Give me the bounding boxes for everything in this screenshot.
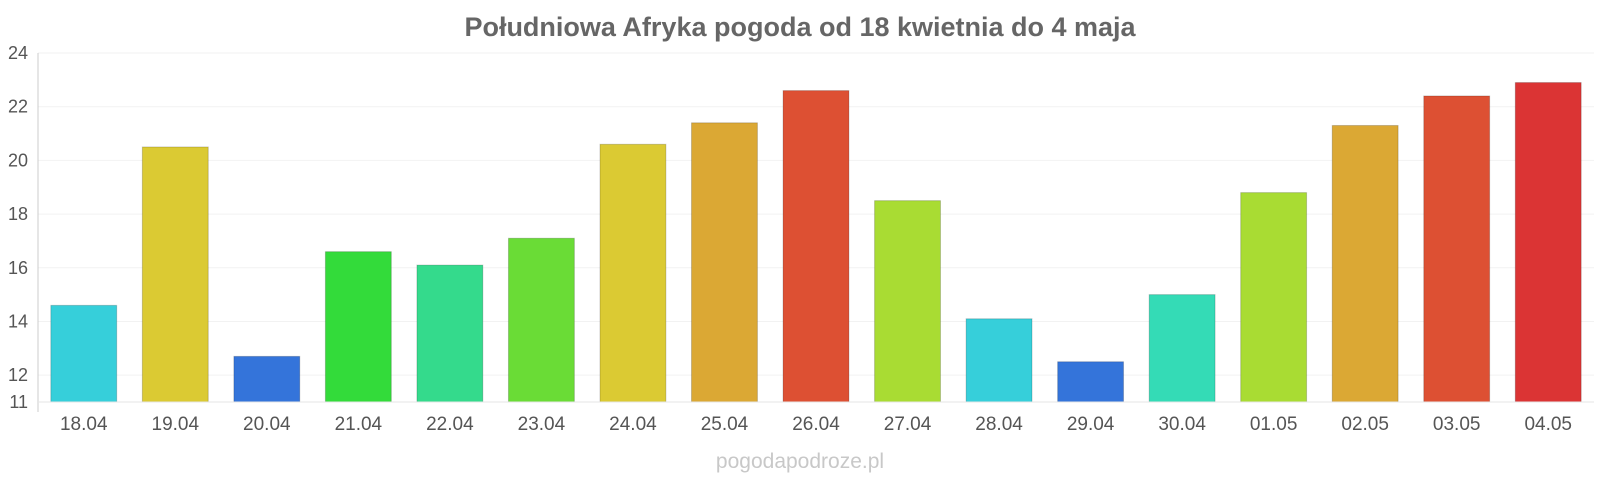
x-tick-label: 28.04 [975, 414, 1023, 435]
x-tick-label: 25.04 [701, 414, 749, 435]
bar-25.04 [691, 122, 758, 403]
bar-18.04 [50, 304, 118, 403]
chart-title: Południowa Afryka pogoda od 18 kwietnia … [464, 12, 1136, 42]
y-tick-label: 14 [8, 311, 28, 331]
bar-19.04 [141, 146, 209, 403]
watermark: pogodapodroze.pl [716, 450, 884, 473]
y-tick-label: 24 [8, 43, 28, 63]
x-tick-label: 01.05 [1250, 414, 1298, 435]
bar-23.04 [507, 237, 575, 403]
y-axis: 11 12 14 16 18 20 22 24 [8, 43, 39, 412]
bar-30.04 [1148, 294, 1216, 403]
y-tick-label: 16 [8, 258, 28, 278]
x-tick-label: 22.04 [426, 414, 474, 435]
x-axis: 18.04 19.04 20.04 21.04 22.04 23.04 24.04 25.04… [38, 401, 1594, 435]
bar-26.04 [782, 90, 850, 403]
x-tick-label: 04.05 [1524, 414, 1572, 435]
bar-03.05 [1423, 95, 1491, 403]
bars [50, 82, 1582, 403]
x-tick-label: 03.05 [1433, 414, 1481, 435]
bar-22.04 [416, 264, 484, 403]
bar-04.05 [1514, 82, 1582, 403]
x-tick-label: 30.04 [1158, 414, 1206, 435]
bar-02.05 [1331, 124, 1399, 403]
y-tick-label: 11 [9, 392, 28, 412]
y-tick-label: 22 [8, 97, 28, 117]
y-tick-label: 12 [8, 365, 28, 385]
x-tick-label: 27.04 [884, 414, 932, 435]
x-tick-label: 21.04 [335, 414, 383, 435]
x-tick-label: 18.04 [60, 414, 108, 435]
x-tick-label: 20.04 [243, 414, 291, 435]
x-tick-label: 19.04 [152, 414, 200, 435]
bar-20.04 [233, 355, 301, 403]
bar-27.04 [874, 200, 941, 403]
bar-24.04 [599, 143, 667, 403]
y-tick-label: 18 [8, 204, 28, 224]
x-tick-label: 26.04 [792, 414, 840, 435]
y-tick-label: 20 [8, 150, 28, 170]
bar-28.04 [965, 318, 1033, 403]
bar-01.05 [1240, 192, 1308, 403]
x-tick-label: 29.04 [1067, 414, 1115, 435]
bar-21.04 [324, 251, 392, 403]
x-tick-label: 23.04 [518, 414, 566, 435]
bar-29.04 [1057, 361, 1125, 403]
x-tick-label: 02.05 [1341, 414, 1389, 435]
x-tick-label: 24.04 [609, 414, 657, 435]
